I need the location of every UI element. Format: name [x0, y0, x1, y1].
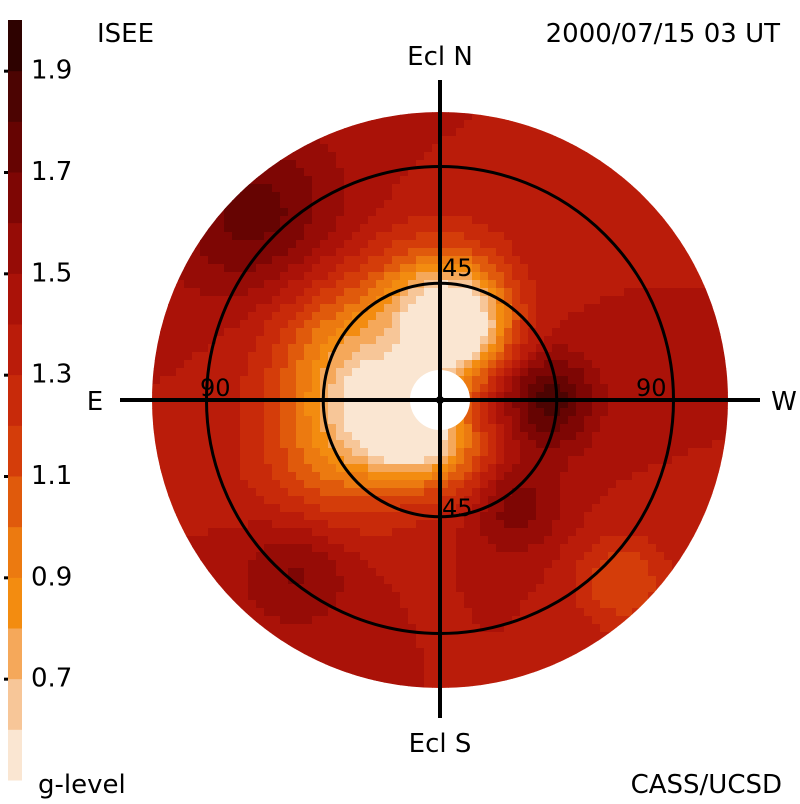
g-level-field: [152, 112, 728, 688]
coordinate-overlay: [120, 80, 760, 718]
circle-label-90-east: 90: [200, 374, 231, 402]
colorbar-band-9: [8, 273, 22, 325]
colorbar-band-11: [8, 172, 22, 224]
colorbar-tick-label: 1.9: [31, 56, 72, 86]
colorbar-tick-mark: [4, 69, 8, 73]
colorbar-tick-label: 1.5: [31, 258, 72, 288]
colorbar-tick-mark: [4, 373, 8, 377]
colorbar-band-4: [8, 526, 22, 578]
instrument-label: ISEE: [97, 19, 154, 49]
colorbar-tick-label: 0.7: [31, 664, 72, 694]
colorbar-band-13: [8, 70, 22, 122]
colorbar-tick-mark: [4, 171, 8, 174]
colorbar-band-7: [8, 374, 22, 426]
colorbar-band-3: [8, 577, 22, 629]
axis-label-west: W: [771, 387, 797, 417]
colorbar-band-1: [8, 678, 22, 730]
colorbar-band-8: [8, 324, 22, 376]
sky-map: [152, 112, 728, 688]
colorbar-band-5: [8, 476, 22, 528]
colorbar-band-2: [8, 628, 22, 680]
colorbar-label: g-level: [38, 770, 126, 800]
colorbar-tick-label: 1.1: [31, 461, 72, 491]
colorbar-tick-label: 1.7: [31, 157, 72, 187]
axis-label-east: E: [87, 387, 103, 417]
circle-label-90-west: 90: [636, 374, 667, 402]
colorbar-tick-mark: [4, 576, 8, 580]
colorbar-tick-label: 1.3: [31, 360, 72, 390]
sun-center-marker: [436, 396, 444, 404]
credit-label: CASS/UCSD: [631, 770, 782, 800]
colorbar: 0.7 0.9 1.1 1.3 1.5 1.7 1.9: [4, 20, 72, 781]
axis-label-south: Ecl S: [409, 729, 472, 759]
colorbar-tick-label: 0.9: [31, 562, 72, 592]
timestamp: 2000/07/15 03 UT: [546, 19, 780, 49]
circle-label-45-north: 45: [442, 254, 473, 282]
colorbar-tick-mark: [4, 677, 8, 681]
colorbar-band-14: [8, 20, 22, 72]
colorbar-band-10: [8, 222, 22, 274]
axis-label-north: Ecl N: [407, 42, 473, 72]
colorbar-band-0: [8, 729, 22, 781]
circle-label-45-south: 45: [442, 494, 473, 522]
colorbar-tick-mark: [4, 475, 8, 478]
colorbar-tick-mark: [4, 272, 8, 276]
colorbar-band-12: [8, 121, 22, 173]
colorbar-band-6: [8, 425, 22, 477]
